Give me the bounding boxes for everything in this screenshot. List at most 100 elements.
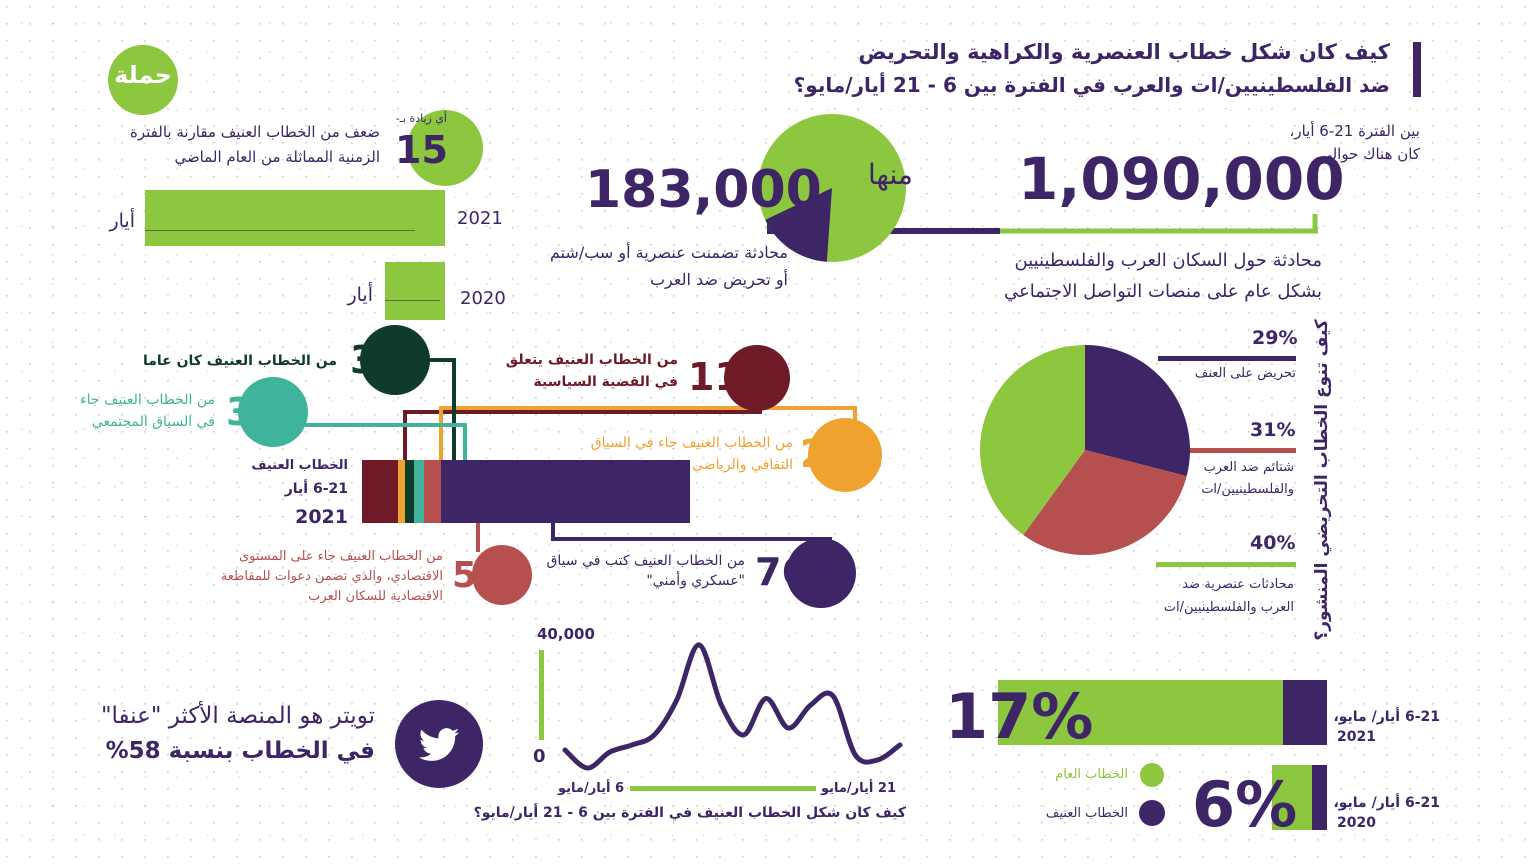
racist-pct: 40%: [1250, 532, 1296, 554]
pie-slice-incitement: [1085, 345, 1190, 477]
violent-value: 183,000: [585, 160, 822, 220]
pie-slice-violent: [765, 188, 832, 262]
stack-segment-general: [404, 460, 415, 523]
share-pct-2021: 17%: [945, 680, 1094, 753]
cultural-pct: 2%: [800, 432, 865, 476]
total-intro-1: بين الفترة 21-6 أيار،: [1289, 122, 1420, 140]
racist-label-2: العرب والفلسطينيين/ات: [1163, 600, 1294, 615]
title-accent-bar: [1413, 42, 1421, 97]
legend-general-label: الخطاب العام: [1055, 767, 1128, 782]
page-title-line2: ضد الفلسطينيين/ات والعرب في الفترة بين 6…: [793, 73, 1390, 97]
year-2021: 2021: [457, 208, 503, 229]
share-label-2021-1: 6-21 أيار/ مايو،: [1333, 709, 1440, 725]
twitter-line2: في الخطاب بنسبة 58%: [105, 738, 375, 764]
political-circle: [724, 345, 790, 411]
month-2020: أيار: [347, 284, 373, 306]
page-title-line1: كيف كان شكل خطاب العنصرية والكراهية والت…: [858, 40, 1390, 64]
economic-pct: 5%: [452, 555, 514, 596]
connector-political: [403, 408, 762, 460]
violent-desc-2: أو تحريض ضد العرب: [649, 270, 788, 289]
twitter-badge: [395, 700, 483, 788]
political-pct: 11%: [688, 355, 779, 399]
year-2020: 2020: [460, 288, 506, 309]
connector-social: [305, 423, 467, 460]
cultural-desc-2: الثقافي والرياضي: [692, 457, 793, 473]
cultural-desc-1: من الخطاب الغنيف جاء في السياق: [590, 435, 793, 451]
increase-desc-2: الزمنية المماثلة من العام الماضي: [174, 148, 380, 166]
incitement-label: تحريض على العنف: [1194, 366, 1296, 381]
general-circle: [360, 325, 430, 395]
stack-segment-political: [362, 460, 399, 523]
increase-circle: [407, 110, 483, 186]
insults-label-1: شتائم ضد العرب: [1203, 460, 1294, 475]
twitter-bird-icon: [418, 728, 460, 761]
timeline-y-min: 0: [533, 746, 546, 767]
economic-desc-1: من الخطاب العنيف جاء على المستوى: [238, 549, 443, 564]
military-circle: [786, 538, 856, 608]
increase-desc-1: ضعف من الخطاب العنيف مقارنة بالفترة: [130, 123, 380, 141]
bar-label-1: الخطاب العنيف: [251, 458, 348, 473]
breakdown-stacked-bar: [362, 460, 690, 523]
social-circle: [238, 377, 308, 447]
timeline-x-axis: [630, 786, 816, 791]
types-title: كيف تنوع الخطاب التحريضي المنشور؟: [1312, 319, 1332, 641]
social-desc-2: في السياق المجتمعي: [91, 414, 215, 430]
bar-label-2: 6-21 أيار: [284, 481, 348, 497]
bar-2021: [145, 190, 445, 246]
total-pie: [758, 114, 906, 262]
stack-segment-cultural: [398, 460, 405, 523]
twitter-line1: تويتر هو المنصة الأكثر "عنفا": [100, 703, 375, 729]
insults-pct: 31%: [1250, 419, 1296, 441]
social-pct: 3%: [226, 390, 291, 434]
increase-prefix: أي زيادة بـ-: [395, 112, 447, 125]
share-bar-2021: [998, 680, 1327, 745]
pie-slice-insults: [1023, 450, 1187, 555]
stack-segment-social: [414, 460, 425, 523]
timeline-x-end: 21 أيار/مايو: [820, 781, 896, 796]
month-2021: أيار: [109, 210, 135, 232]
political-desc-1: من الخطاب العنيف يتعلق: [505, 352, 678, 368]
military-desc-2: "عسكري وأمني": [646, 573, 745, 589]
share-label-2020-2: 2020: [1337, 815, 1376, 831]
total-value: 1,090,000: [1018, 145, 1345, 213]
total-desc-1: محادثة حول السكان العرب والفلسطينيين: [1014, 250, 1322, 271]
share-pct-2020: 6%: [1192, 768, 1298, 841]
connector-cultural: [439, 406, 857, 460]
total-desc-2: بشكل عام على منصات التواصل الاجتماعي: [1003, 281, 1322, 302]
racist-label-1: محادثات عنصرية ضد: [1182, 577, 1294, 592]
total-intro-2: كان هناك حوالي: [1320, 145, 1420, 163]
share-bar-2020-violent: [1312, 765, 1327, 830]
general-desc-1: من الخطاب العنيف كان عاما: [142, 353, 337, 369]
cultural-circle: [808, 418, 882, 492]
legend-line-incitement: [1158, 356, 1296, 361]
timeline-y-axis: [539, 650, 544, 740]
general-pct: 3%: [350, 338, 415, 382]
economic-desc-3: الاقتصادية للسكان العرب: [308, 589, 443, 604]
share-bar-2021-violent: [1283, 680, 1327, 745]
logo: حملة: [108, 45, 178, 115]
timeline-line: [562, 642, 903, 771]
military-pct: 76%: [755, 550, 846, 594]
stack-segment-military: [440, 460, 690, 523]
legend-violent-swatch: [1139, 800, 1165, 826]
pie-slice-racist: [980, 345, 1085, 535]
types-pie: [980, 345, 1190, 555]
military-desc-1: من الخطاب العنيف كتب في سياق: [546, 553, 745, 569]
increase-value: 15: [395, 128, 448, 172]
stack-segment-economic: [424, 460, 441, 523]
incitement-pct: 29%: [1252, 327, 1298, 349]
violent-desc-1: محادثة تضمنت عنصرية أو سب/شتم: [549, 243, 788, 262]
violent-of-them: منها: [868, 158, 913, 191]
share-label-2020-1: 6-21 أيار/ مايو،: [1333, 795, 1440, 811]
legend-general-swatch: [1140, 763, 1164, 787]
timeline-x-start: 6 أيار/مايو: [558, 781, 624, 796]
political-desc-2: في القضية السياسية: [533, 374, 678, 390]
timeline-title: كيف كان شكل الخطاب العنيف في الفترة بين …: [473, 805, 906, 821]
share-label-2021-2: 2021: [1337, 729, 1376, 745]
timeline-y-max: 40,000: [537, 625, 595, 643]
social-desc-1: من الخطاب العنيف جاء: [80, 392, 215, 408]
connector-military: [551, 523, 832, 545]
logo-text: حملة: [114, 61, 172, 89]
bar-label-year: 2021: [295, 506, 348, 528]
insults-label-2: والفلسطينيين/ات: [1201, 482, 1294, 497]
